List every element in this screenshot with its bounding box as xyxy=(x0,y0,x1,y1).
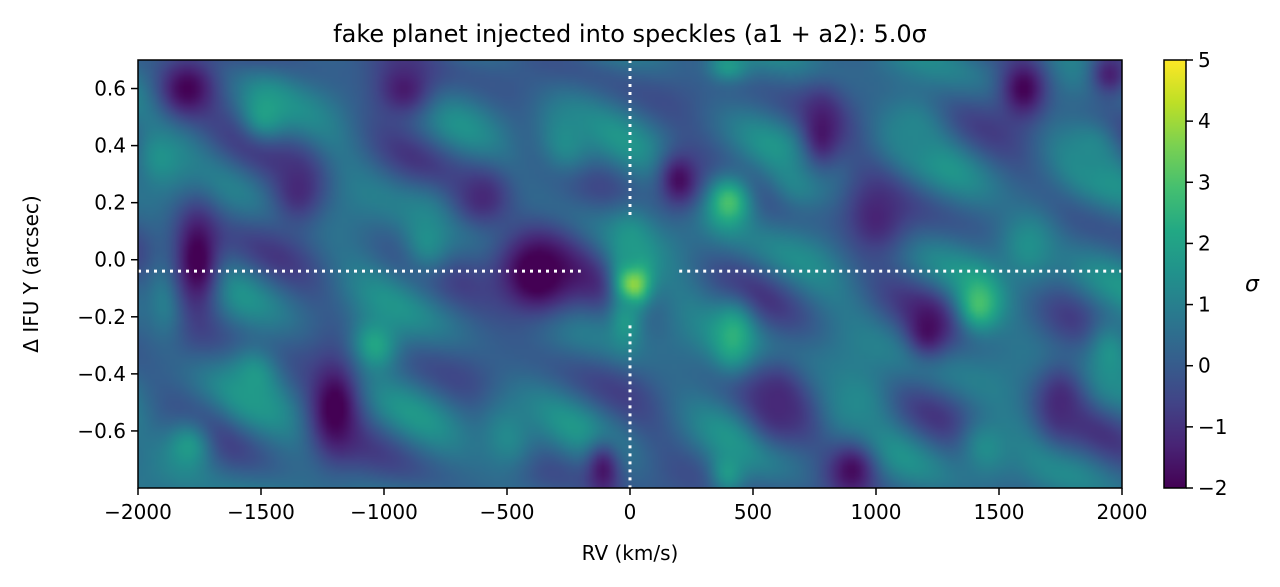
x-tick-label: 2000 xyxy=(1097,500,1148,524)
crosshair-markers xyxy=(138,60,1122,488)
x-axis: −2000 −1500 −1000 −500 0 500 1000 1500 2000 xyxy=(104,488,1147,524)
y-tick-label: 0.6 xyxy=(94,77,126,101)
colorbar-tick-label: −2 xyxy=(1198,476,1227,500)
colorbar-tick-label: 1 xyxy=(1198,293,1211,317)
y-tick-label: −0.2 xyxy=(77,305,126,329)
heatmap-area xyxy=(138,60,1122,488)
y-axis: 0.6 0.4 0.2 0.0 −0.2 −0.4 −0.6 xyxy=(77,77,138,443)
x-tick-label: 0 xyxy=(624,500,637,524)
colorbar-tick-label: −1 xyxy=(1198,415,1227,439)
x-tick-label: 500 xyxy=(734,500,772,524)
colorbar-tick-label: 0 xyxy=(1198,354,1211,378)
x-tick-label: −2000 xyxy=(104,500,172,524)
y-tick-label: −0.6 xyxy=(77,419,126,443)
x-tick-label: −1000 xyxy=(350,500,418,524)
x-tick-label: −500 xyxy=(480,500,535,524)
y-tick-label: 0.0 xyxy=(94,248,126,272)
colorbar-tick-label: 2 xyxy=(1198,231,1211,255)
chart-title: fake planet injected into speckles (a1 +… xyxy=(333,20,927,48)
y-tick-label: 0.4 xyxy=(94,134,126,158)
colorbar-label: σ xyxy=(1245,272,1260,297)
x-tick-label: 1000 xyxy=(851,500,902,524)
y-axis-label: Δ IFU Y (arcsec) xyxy=(19,195,43,352)
x-tick-label: 1500 xyxy=(974,500,1025,524)
colorbar-tick-label: 3 xyxy=(1198,170,1211,194)
y-tick-label: −0.4 xyxy=(77,362,126,386)
x-tick-label: −1500 xyxy=(227,500,295,524)
colorbar-tick-label: 4 xyxy=(1198,109,1211,133)
colorbar xyxy=(1163,59,1187,489)
x-axis-label: RV (km/s) xyxy=(582,541,679,565)
heatmap-image xyxy=(138,60,1122,488)
y-tick-label: 0.2 xyxy=(94,191,126,215)
colorbar-tick-label: 5 xyxy=(1198,48,1211,72)
colorbar-axis: 5 4 3 2 1 0 −1 −2 xyxy=(1186,48,1227,500)
colorbar-gradient xyxy=(1163,59,1187,489)
